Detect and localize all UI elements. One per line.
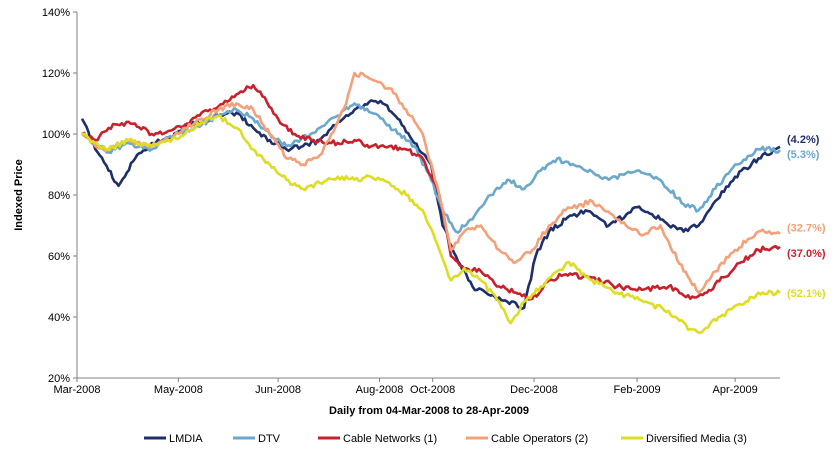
x-tick-label: Mar-2008 [53, 384, 100, 396]
end-labels: (4.2%) (5.3%) (37.0%) (32.7%) (52.1%) [787, 134, 826, 300]
x-tick-label: Oct-2008 [410, 384, 455, 396]
series-end-label: (52.1%) [787, 288, 826, 300]
legend-label: Diversified Media (3) [646, 433, 747, 445]
series-end-label: (37.0%) [787, 248, 826, 260]
x-tick-label: Jun-2008 [255, 384, 301, 396]
x-tick-label: May-2008 [154, 384, 203, 396]
series-line [82, 73, 780, 293]
y-tick-label: 140% [42, 7, 70, 19]
x-tick-label: Aug-2008 [356, 384, 404, 396]
series-end-label: (4.2%) [787, 134, 820, 146]
y-ticks: 20%40%60%80%100%120%140% [42, 7, 77, 385]
x-tick-label: Feb-2009 [614, 384, 661, 396]
y-axis-title: Indexed Price [13, 159, 25, 231]
series-end-label: (5.3%) [787, 149, 820, 161]
legend-label: Cable Operators (2) [491, 433, 588, 445]
y-tick-label: 40% [48, 312, 70, 324]
series-lines [82, 73, 780, 333]
y-tick-label: 100% [42, 129, 70, 141]
y-tick-label: 60% [48, 251, 70, 263]
series-line [82, 116, 780, 333]
x-tick-label: Dec-2008 [510, 384, 558, 396]
x-axis-title: Daily from 04-Mar-2008 to 28-Apr-2009 [329, 405, 529, 417]
legend-label: LMDIA [169, 433, 203, 445]
y-tick-label: 80% [48, 190, 70, 202]
series-end-label: (32.7%) [787, 223, 826, 235]
x-ticks: Mar-2008 May-2008 Jun-2008 Aug-2008 Oct-2008… [53, 378, 757, 396]
legend: LMDIA DTV Cable Networks (1) Cable Operator… [144, 433, 747, 445]
legend-label: Cable Networks (1) [343, 433, 437, 445]
y-tick-label: 120% [42, 68, 70, 80]
series-line [82, 85, 780, 299]
legend-label: DTV [258, 433, 281, 445]
x-tick-label: Apr-2009 [712, 384, 757, 396]
